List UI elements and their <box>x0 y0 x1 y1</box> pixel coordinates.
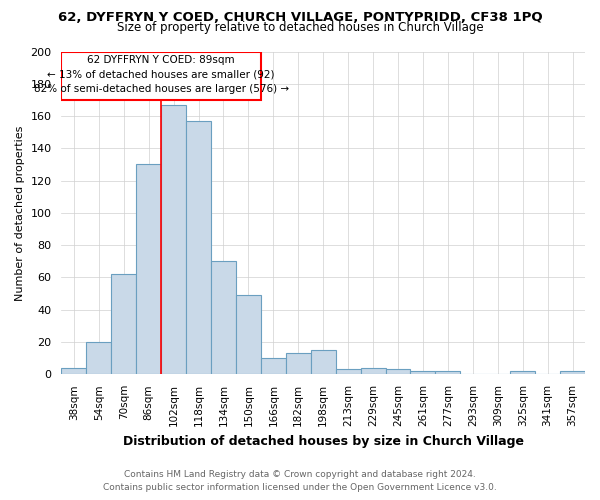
Bar <box>410 371 436 374</box>
Bar <box>560 371 585 374</box>
Y-axis label: Number of detached properties: Number of detached properties <box>15 125 25 300</box>
Text: ← 13% of detached houses are smaller (92): ← 13% of detached houses are smaller (92… <box>47 70 275 80</box>
Text: 82% of semi-detached houses are larger (576) →: 82% of semi-detached houses are larger (… <box>34 84 289 94</box>
Text: Contains HM Land Registry data © Crown copyright and database right 2024.
Contai: Contains HM Land Registry data © Crown c… <box>103 470 497 492</box>
Text: 62 DYFFRYN Y COED: 89sqm: 62 DYFFRYN Y COED: 89sqm <box>88 54 235 64</box>
Bar <box>510 371 535 374</box>
Bar <box>236 295 261 374</box>
Bar <box>61 368 86 374</box>
Bar <box>86 342 111 374</box>
Bar <box>186 121 211 374</box>
Bar <box>111 274 136 374</box>
Bar <box>436 371 460 374</box>
Text: Size of property relative to detached houses in Church Village: Size of property relative to detached ho… <box>116 22 484 35</box>
Bar <box>211 262 236 374</box>
Bar <box>261 358 286 374</box>
Bar <box>161 105 186 374</box>
Bar <box>286 354 311 374</box>
FancyBboxPatch shape <box>61 52 261 100</box>
Bar <box>386 370 410 374</box>
X-axis label: Distribution of detached houses by size in Church Village: Distribution of detached houses by size … <box>123 434 524 448</box>
Text: 62, DYFFRYN Y COED, CHURCH VILLAGE, PONTYPRIDD, CF38 1PQ: 62, DYFFRYN Y COED, CHURCH VILLAGE, PONT… <box>58 11 542 24</box>
Bar <box>311 350 335 374</box>
Bar <box>335 370 361 374</box>
Bar <box>136 164 161 374</box>
Bar <box>361 368 386 374</box>
